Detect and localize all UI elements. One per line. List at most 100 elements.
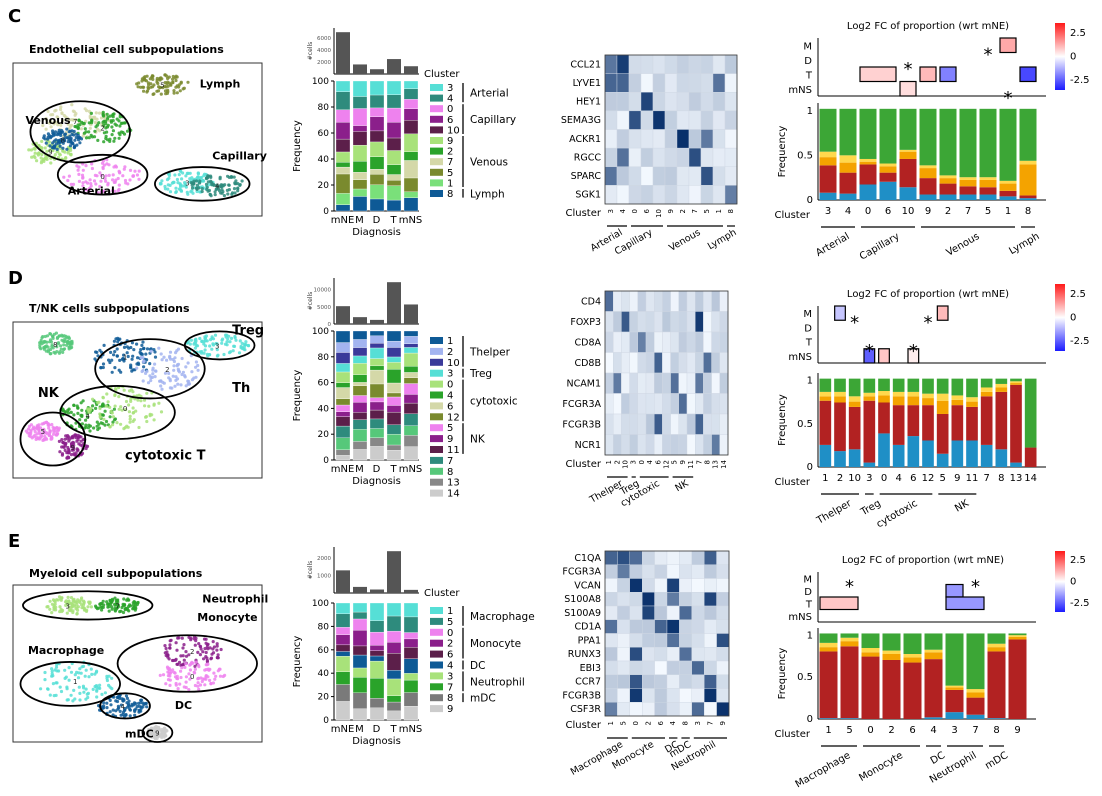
legend-cluster-id: 5 [447,617,453,628]
heatmap-row: CCR7 [575,674,730,689]
umap-point [190,183,194,187]
freq-segment [335,449,351,456]
umap-point [63,442,67,446]
umap-point [119,609,123,613]
umap-point [206,642,210,646]
legend-swatch [430,179,443,187]
umap-point [51,334,55,338]
heatmap-cell [703,311,712,333]
umap-point [98,602,102,606]
umap-point [231,349,235,353]
umap-point [142,398,147,402]
umap-point [227,188,231,192]
umap-point [28,424,32,428]
heatmap-cell [719,372,729,394]
heatmap-cell [704,564,717,579]
umap-point [204,182,209,186]
heatmap-cell [712,92,726,112]
freq-segment [386,424,402,435]
comp-segment [848,401,861,407]
umap-point [211,681,215,685]
umap-point [168,683,172,688]
gene-label: CD8A [575,337,602,348]
umap-point [203,348,207,352]
umap-point [115,699,120,704]
legend-cluster-id: 12 [447,412,460,423]
freq-segment [403,692,419,707]
legend-group-label: Thelper [469,346,511,358]
umap-point [141,355,145,360]
umap-point [140,343,144,347]
umap-point [164,682,168,686]
heatmap-cell [640,147,654,167]
gene-label: CSF3R [570,704,601,715]
umap-point [145,705,149,709]
umap-point [164,646,168,651]
umap-point [75,143,79,147]
heatmap-cell [617,550,631,565]
comp-segment [848,449,861,467]
umap-point [84,687,88,691]
umap-point [135,342,139,346]
legend-group-label: cytotoxic [470,395,518,407]
gene-label: NCAM1 [567,378,601,389]
legend-swatch [430,683,443,691]
heatmap-cell [712,185,726,205]
umap-point [240,341,244,345]
umap-point [149,347,153,351]
umap-point [160,358,164,362]
umap-point [39,435,43,439]
heatmap-row: CSF3R [570,702,730,717]
umap-point [98,415,102,419]
umap-point [62,334,66,338]
umap-point [53,109,57,113]
umap-point [215,644,219,648]
umap-point [158,182,162,186]
heatmap-cell [664,54,678,74]
comp-segment [834,402,846,452]
comp-segment [819,651,838,719]
heatmap-cell [703,331,712,353]
cells-tick: 6000 [317,36,331,42]
heatmap-cell [664,166,678,186]
umap-cluster-id: 1 [123,353,127,361]
umap-point [63,448,67,452]
umap-point [115,606,119,610]
umap-point [131,601,135,605]
umap-point [136,356,140,360]
freq-segment [335,342,351,353]
umap-point [50,422,54,427]
comp-cluster-id: 6 [885,206,891,217]
freq-segment [403,647,419,659]
comp-segment [995,449,1008,467]
heatmap-cell [678,290,688,312]
comp-segment [839,172,857,194]
comp-cluster-id: 5 [846,725,852,736]
heatmap-row: EBI3 [580,660,730,675]
umap-point [172,364,176,368]
gene-label: ACKR1 [569,134,601,145]
heatmap-cell [654,660,668,675]
umap-point [165,358,169,362]
umap-point [171,74,175,79]
legend-cluster-id: 11 [447,445,460,456]
umap-point [67,666,71,670]
umap-point [48,599,52,603]
umap-point [131,603,135,607]
umap-point [110,607,114,611]
comp-segment [1008,633,1027,636]
heatmap-cell [629,413,638,435]
legend-cluster-id: 4 [447,391,453,402]
heatmap-cell [617,592,631,607]
umap-point [130,341,134,345]
umap-point [168,183,172,187]
heatmap-cell [629,647,643,662]
freq-segment [386,80,402,95]
freq-tick: 80 [318,103,330,113]
comp-segment [859,164,877,185]
umap-point [167,75,171,79]
heatmap-cluster-id: 7 [706,721,714,725]
umap-point [149,731,153,736]
fc-row-label: M [803,41,812,52]
legend-cluster-id: 3 [447,369,453,380]
